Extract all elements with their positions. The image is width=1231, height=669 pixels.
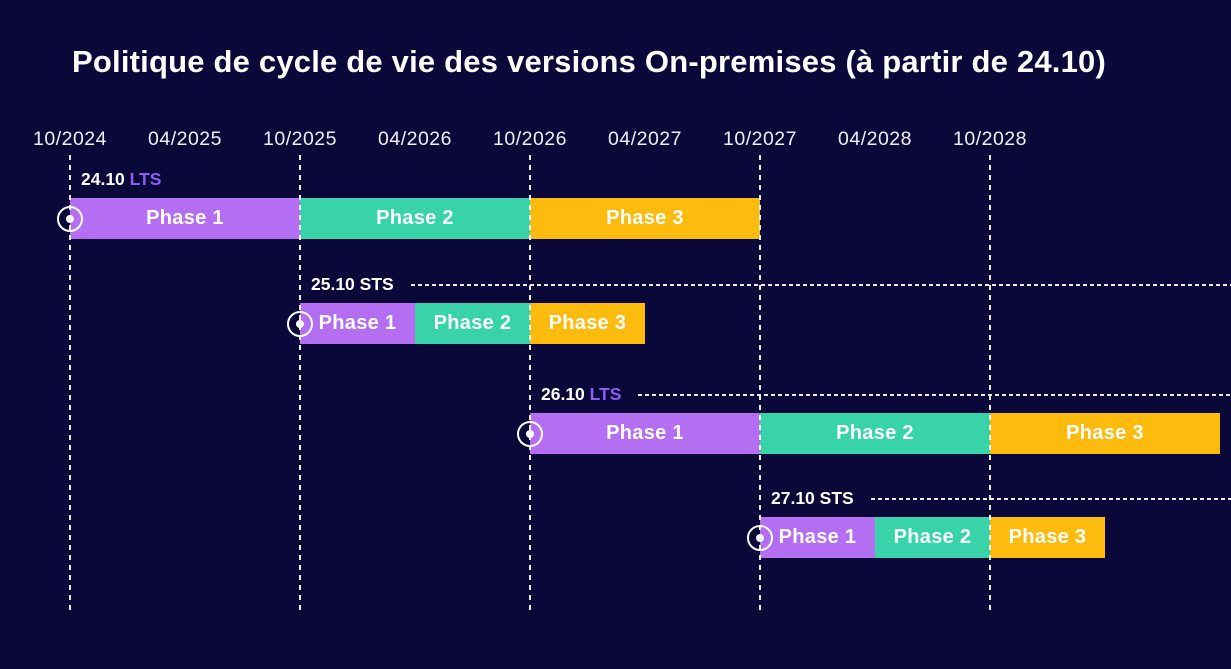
phase-bar: Phase 2: [875, 517, 990, 558]
phase-bar: Phase 1: [300, 303, 415, 344]
vertical-gridline: [989, 155, 991, 610]
release-marker-dot: [66, 214, 74, 223]
version-label: 26.10 LTS: [541, 383, 621, 405]
phase-bar: Phase 1: [530, 413, 760, 454]
phase-bar-label: Phase 3: [606, 207, 684, 229]
release-type-badge: STS: [819, 488, 854, 508]
phase-bar-label: Phase 1: [318, 312, 397, 334]
phase-bar: Phase 1: [70, 198, 300, 239]
version-number: 27.10: [771, 488, 820, 508]
chart-title: Politique de cycle de vie des versions O…: [72, 44, 1106, 79]
axis-tick-label: 10/2024: [33, 128, 107, 150]
phase-bar: Phase 3: [530, 303, 645, 344]
phase-bar-label: Phase 2: [893, 526, 972, 548]
vertical-gridline: [759, 155, 761, 610]
version-label: 27.10 STS: [771, 487, 854, 509]
vertical-gridline: [529, 155, 531, 610]
phase-bar: Phase 3: [990, 413, 1220, 454]
support-extension-dashline: [871, 498, 1231, 500]
release-marker-dot: [296, 319, 304, 328]
axis-tick-label: 04/2026: [378, 128, 452, 150]
phase-bar-label: Phase 1: [606, 422, 684, 444]
release-marker-icon: [57, 205, 83, 232]
axis-tick-label: 10/2027: [723, 128, 797, 150]
support-extension-dashline: [638, 394, 1231, 396]
phase-bar: Phase 2: [415, 303, 530, 344]
phase-bar-label: Phase 1: [778, 526, 857, 548]
phase-bar-label: Phase 1: [146, 207, 224, 229]
axis-tick-label: 10/2026: [493, 128, 567, 150]
axis-tick-label: 04/2028: [838, 128, 912, 150]
phase-bar-label: Phase 3: [1008, 526, 1087, 548]
phase-bar: Phase 2: [300, 198, 530, 239]
axis-tick-label: 04/2025: [148, 128, 222, 150]
version-number: 26.10: [541, 384, 590, 404]
release-marker-icon: [517, 420, 543, 447]
phase-bar: Phase 3: [990, 517, 1105, 558]
phase-bar-label: Phase 3: [1066, 422, 1144, 444]
version-label: 25.10 STS: [311, 273, 394, 295]
version-number: 24.10: [81, 169, 130, 189]
axis-tick-label: 10/2028: [953, 128, 1027, 150]
release-type-badge: STS: [359, 274, 394, 294]
vertical-gridline: [299, 155, 301, 610]
release-marker-dot: [526, 429, 534, 438]
phase-bar: Phase 1: [760, 517, 875, 558]
phase-bar: Phase 2: [760, 413, 990, 454]
phase-bar-label: Phase 3: [548, 312, 627, 334]
release-marker-dot: [756, 533, 764, 542]
phase-bar-label: Phase 2: [376, 207, 454, 229]
axis-tick-label: 04/2027: [608, 128, 682, 150]
version-number: 25.10: [311, 274, 360, 294]
phase-bar-label: Phase 2: [836, 422, 914, 444]
vertical-gridline: [69, 155, 71, 610]
support-extension-dashline: [411, 284, 1231, 286]
release-type-badge: LTS: [129, 169, 162, 189]
version-label: 24.10 LTS: [81, 168, 161, 190]
axis-tick-label: 10/2025: [263, 128, 337, 150]
phase-bar-label: Phase 2: [433, 312, 512, 334]
release-marker-icon: [287, 310, 313, 337]
phase-bar: Phase 3: [530, 198, 760, 239]
release-marker-icon: [747, 524, 773, 551]
release-type-badge: LTS: [589, 384, 622, 404]
